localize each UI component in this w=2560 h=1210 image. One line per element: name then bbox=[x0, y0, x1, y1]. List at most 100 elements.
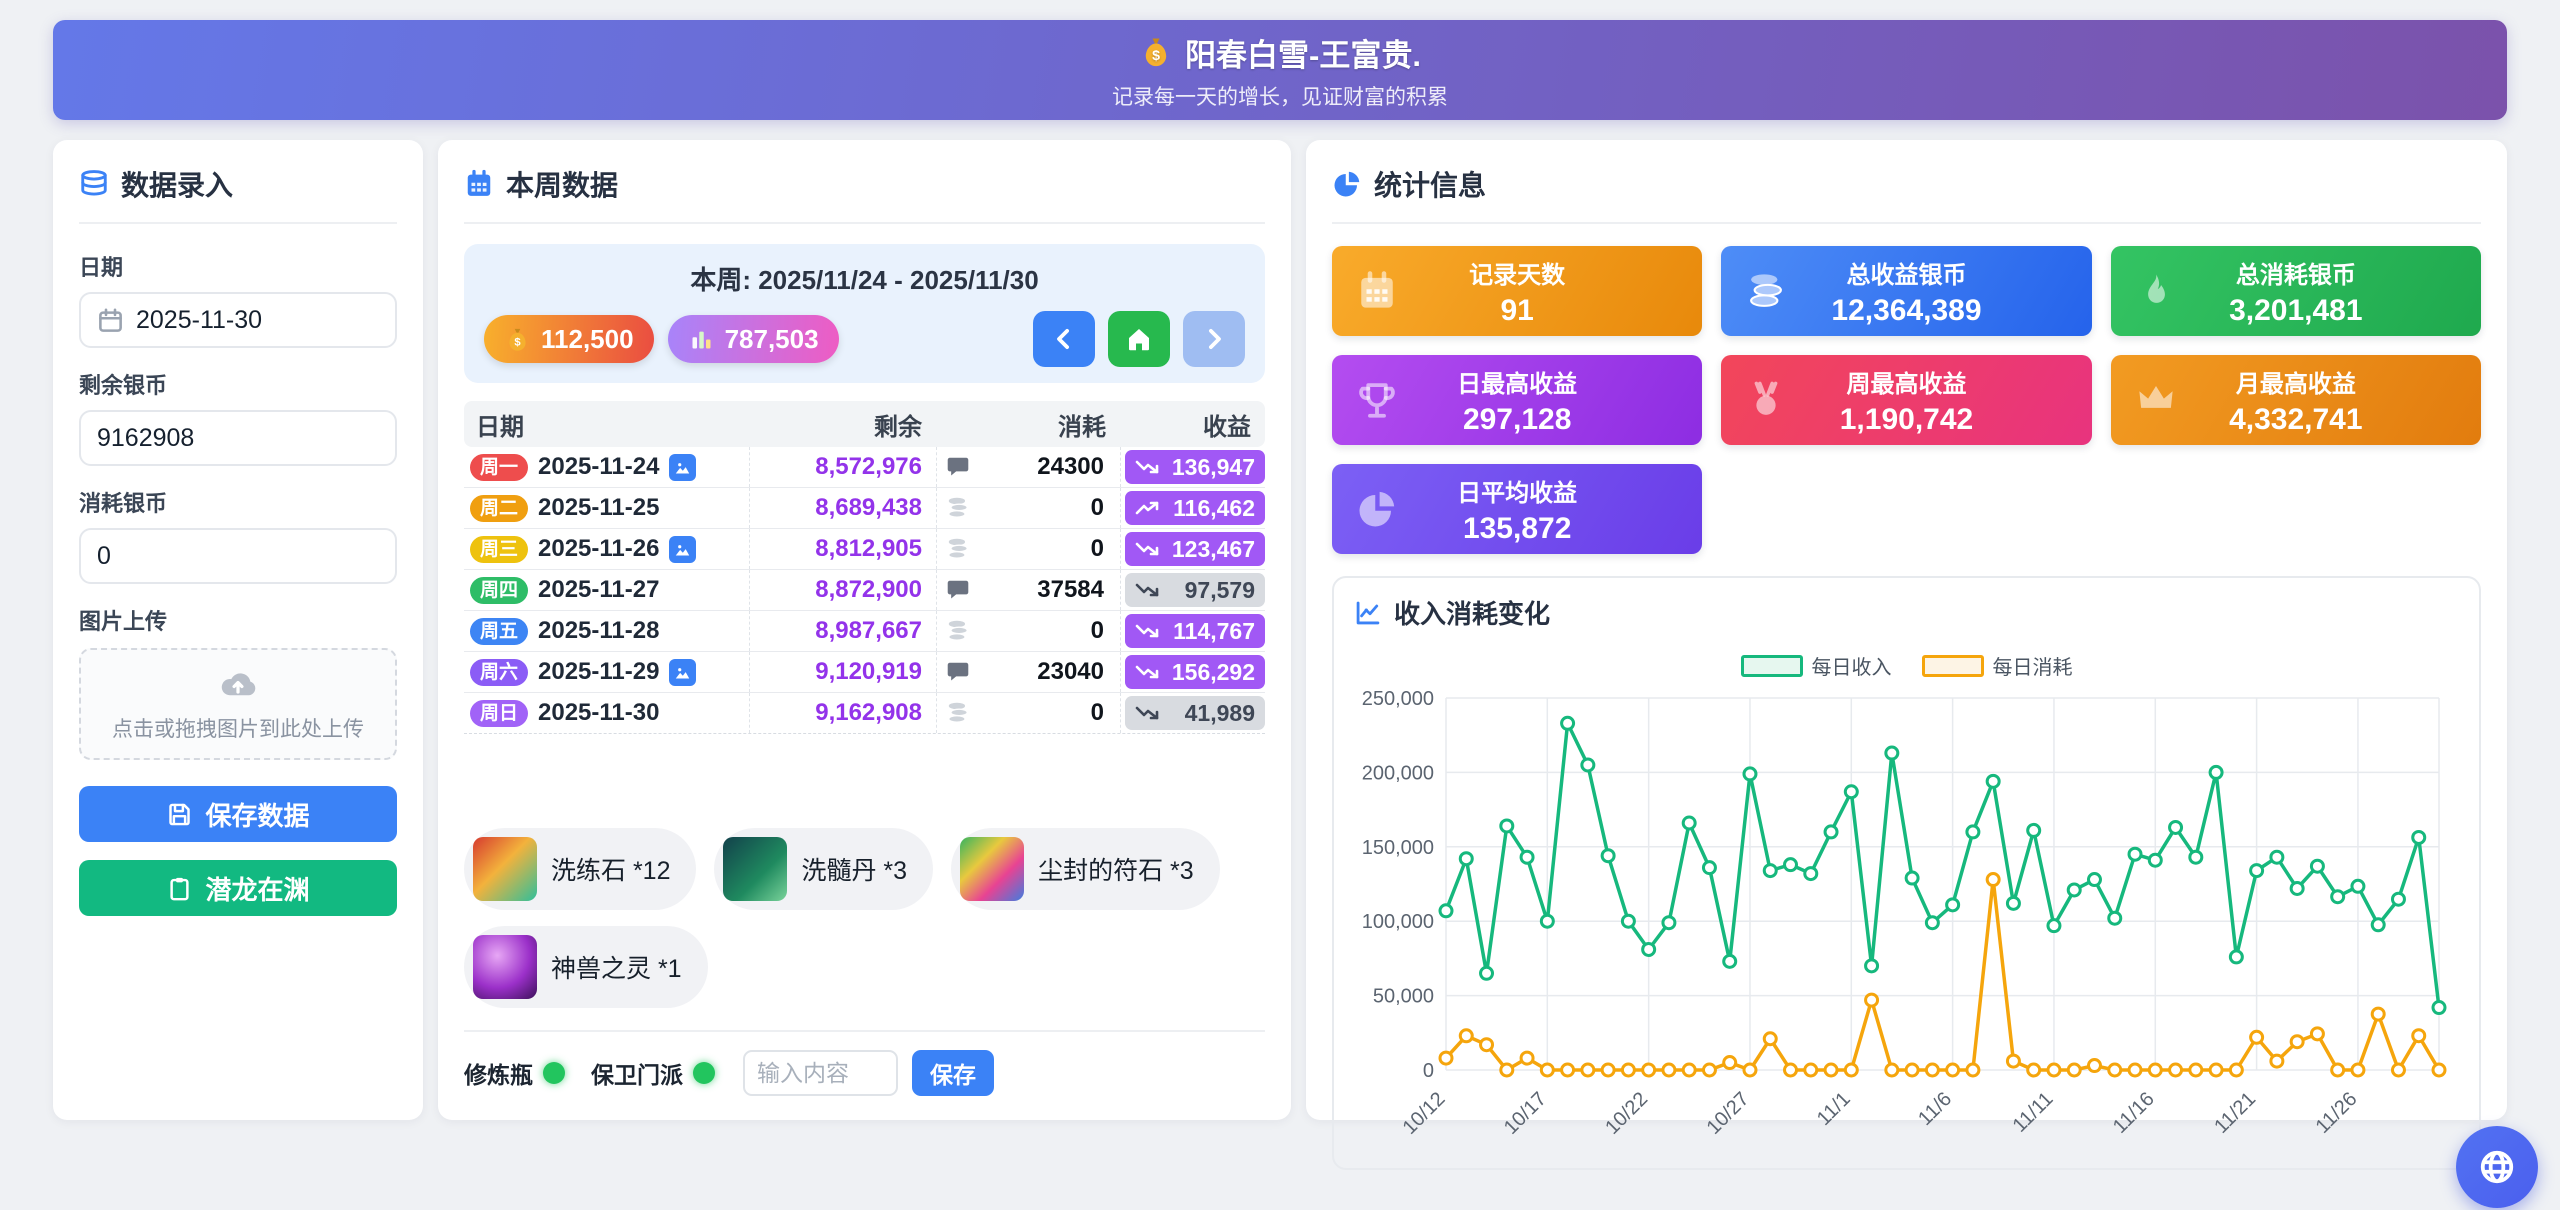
stat-value: 91 bbox=[1500, 293, 1534, 327]
consumed-silver-field[interactable] bbox=[79, 528, 397, 584]
table-row: 周五 2025-11-28 8,987,667 0 114,767 bbox=[464, 611, 1265, 652]
income-value: 156,292 bbox=[1171, 658, 1255, 685]
save-data-button[interactable]: 保存数据 bbox=[79, 786, 397, 842]
svg-text:11/16: 11/16 bbox=[2109, 1088, 2159, 1138]
consume-value: 24300 bbox=[1037, 453, 1104, 480]
remaining-value: 8,689,438 bbox=[749, 488, 936, 528]
svg-text:11/26: 11/26 bbox=[2312, 1088, 2362, 1138]
stat-card: 总收益银币 12,364,389 bbox=[1721, 246, 2092, 336]
clipboard-icon bbox=[166, 875, 193, 902]
remaining-silver-field[interactable] bbox=[79, 410, 397, 466]
remaining-value: 8,812,905 bbox=[749, 529, 936, 569]
date-text: 2025-11-29 bbox=[538, 658, 660, 685]
image-icon[interactable] bbox=[669, 658, 697, 686]
statistics-panel: 统计信息 记录天数 91 总收益银币 12,364,389 总消耗银币 3,20… bbox=[1306, 140, 2507, 1170]
item-chip[interactable]: 洗髓丹 *3 bbox=[714, 828, 934, 910]
income-cell: 116,462 bbox=[1120, 488, 1265, 528]
date-text: 2025-11-25 bbox=[538, 494, 660, 521]
consume-value: 0 bbox=[1090, 535, 1104, 562]
image-icon[interactable] bbox=[669, 535, 697, 563]
legend-income-swatch bbox=[1740, 654, 1803, 677]
consume-cell: 0 bbox=[936, 611, 1120, 651]
svg-text:11/1: 11/1 bbox=[1813, 1088, 1855, 1130]
item-chip[interactable]: 尘封的符石 *3 bbox=[951, 828, 1220, 910]
calendar-icon bbox=[1356, 270, 1398, 312]
weekday-badge: 周四 bbox=[470, 576, 529, 604]
week-table: 日期 剩余 消耗 收益 周一 2025-11-24 8,572,976 2430… bbox=[464, 401, 1265, 734]
stat-label: 总消耗银币 bbox=[2235, 261, 2356, 289]
svg-text:0: 0 bbox=[1423, 1060, 1434, 1082]
income-value: 41,989 bbox=[1184, 699, 1255, 726]
database-icon bbox=[79, 169, 109, 199]
remaining-silver-label: 剩余银币 bbox=[79, 373, 168, 398]
table-row: 周四 2025-11-27 8,872,900 37584 97,579 bbox=[464, 570, 1265, 611]
dragon-button[interactable]: 潜龙在渊 bbox=[79, 860, 397, 916]
income-badge: 156,292 bbox=[1125, 655, 1265, 689]
divider bbox=[464, 222, 1265, 224]
trend-down-icon bbox=[1135, 660, 1159, 684]
income-badge: 116,462 bbox=[1125, 491, 1265, 525]
coins-icon bbox=[1745, 270, 1787, 312]
consume-value: 23040 bbox=[1037, 658, 1104, 685]
date-text: 2025-11-24 bbox=[538, 453, 660, 480]
speech-bubble-icon bbox=[945, 577, 971, 603]
stat-card: 月最高收益 4,332,741 bbox=[2110, 355, 2481, 445]
legend-expense: 每日消耗 bbox=[1921, 651, 2073, 680]
calendar-icon bbox=[97, 307, 124, 334]
stat-card: 总消耗银币 3,201,481 bbox=[2110, 246, 2481, 336]
globe-button[interactable] bbox=[2456, 1126, 2538, 1208]
remaining-value: 8,572,976 bbox=[749, 447, 936, 487]
svg-text:50,000: 50,000 bbox=[1373, 986, 1434, 1008]
stat-label: 月最高收益 bbox=[2235, 370, 2356, 398]
item-image bbox=[723, 837, 788, 901]
trend-down-icon bbox=[1135, 578, 1159, 602]
bar-chart-icon bbox=[688, 326, 715, 353]
income-cell: 136,947 bbox=[1120, 447, 1265, 487]
note-save-button[interactable]: 保存 bbox=[912, 1050, 994, 1096]
svg-text:10/17: 10/17 bbox=[1500, 1088, 1551, 1139]
consume-cell: 0 bbox=[936, 488, 1120, 528]
current-week-button[interactable] bbox=[1108, 311, 1170, 367]
week-summary-box: 本周: 2025/11/24 - 2025/11/30 $ 112,500 78… bbox=[464, 244, 1265, 383]
prev-week-button[interactable] bbox=[1033, 311, 1095, 367]
coins-icon bbox=[945, 495, 971, 521]
pie-icon bbox=[1356, 488, 1398, 530]
income-badge: 136,947 bbox=[1125, 450, 1265, 484]
consume-cell: 24300 bbox=[936, 447, 1120, 487]
svg-text:$: $ bbox=[514, 336, 521, 348]
trend-down-icon bbox=[1135, 701, 1159, 725]
date-text: 2025-11-27 bbox=[538, 576, 660, 603]
item-chips-block: 洗练石 *12 洗髓丹 *3 尘封的符石 *3 神兽之灵 *1 bbox=[464, 828, 1265, 1024]
money-bag-icon: $ bbox=[1139, 35, 1173, 69]
date-value: 2025-11-30 bbox=[136, 305, 263, 334]
date-input[interactable]: 2025-11-30 bbox=[79, 292, 397, 348]
item-label: 尘封的符石 *3 bbox=[1038, 857, 1194, 885]
weekday-badge: 周三 bbox=[470, 535, 529, 563]
item-image bbox=[473, 837, 537, 901]
svg-text:11/21: 11/21 bbox=[2210, 1088, 2260, 1138]
income-value: 123,467 bbox=[1171, 535, 1255, 562]
page-subtitle: 记录每一天的增长，见证财富的积累 bbox=[1112, 85, 1448, 109]
income-expense-chart-card: 收入消耗变化 每日收入 每日消耗 0 50,000 100,000 150,000 20… bbox=[1332, 576, 2481, 1170]
remaining-value: 8,872,900 bbox=[749, 570, 936, 610]
image-icon[interactable] bbox=[669, 453, 697, 481]
table-row: 周六 2025-11-29 9,120,919 23040 156,292 bbox=[464, 652, 1265, 693]
item-chip[interactable]: 神兽之灵 *1 bbox=[464, 926, 708, 1008]
table-row: 周一 2025-11-24 8,572,976 24300 136,947 bbox=[464, 447, 1265, 488]
next-week-button[interactable] bbox=[1183, 311, 1245, 367]
table-row: 周三 2025-11-26 8,812,905 0 123,467 bbox=[464, 529, 1265, 570]
week-income-pill: $ 112,500 bbox=[484, 315, 654, 363]
stat-label: 日最高收益 bbox=[1457, 370, 1578, 398]
note-input[interactable] bbox=[743, 1050, 898, 1096]
chart-title: 收入消耗变化 bbox=[1394, 599, 1551, 629]
stat-value: 297,128 bbox=[1462, 402, 1572, 436]
legend-expense-swatch bbox=[1921, 654, 1984, 677]
stat-card: 日平均收益 135,872 bbox=[1332, 464, 1703, 554]
trophy-icon bbox=[1356, 379, 1398, 421]
remaining-value: 8,987,667 bbox=[749, 611, 936, 651]
income-expense-chart: 0 50,000 100,000 150,000 200,000 250,000 10/12… bbox=[1362, 688, 2447, 1139]
image-upload-dropzone[interactable]: 点击或拖拽图片到此处上传 bbox=[79, 648, 397, 760]
date-cell: 周四 2025-11-27 bbox=[464, 576, 749, 604]
item-chip[interactable]: 洗练石 *12 bbox=[464, 828, 697, 910]
